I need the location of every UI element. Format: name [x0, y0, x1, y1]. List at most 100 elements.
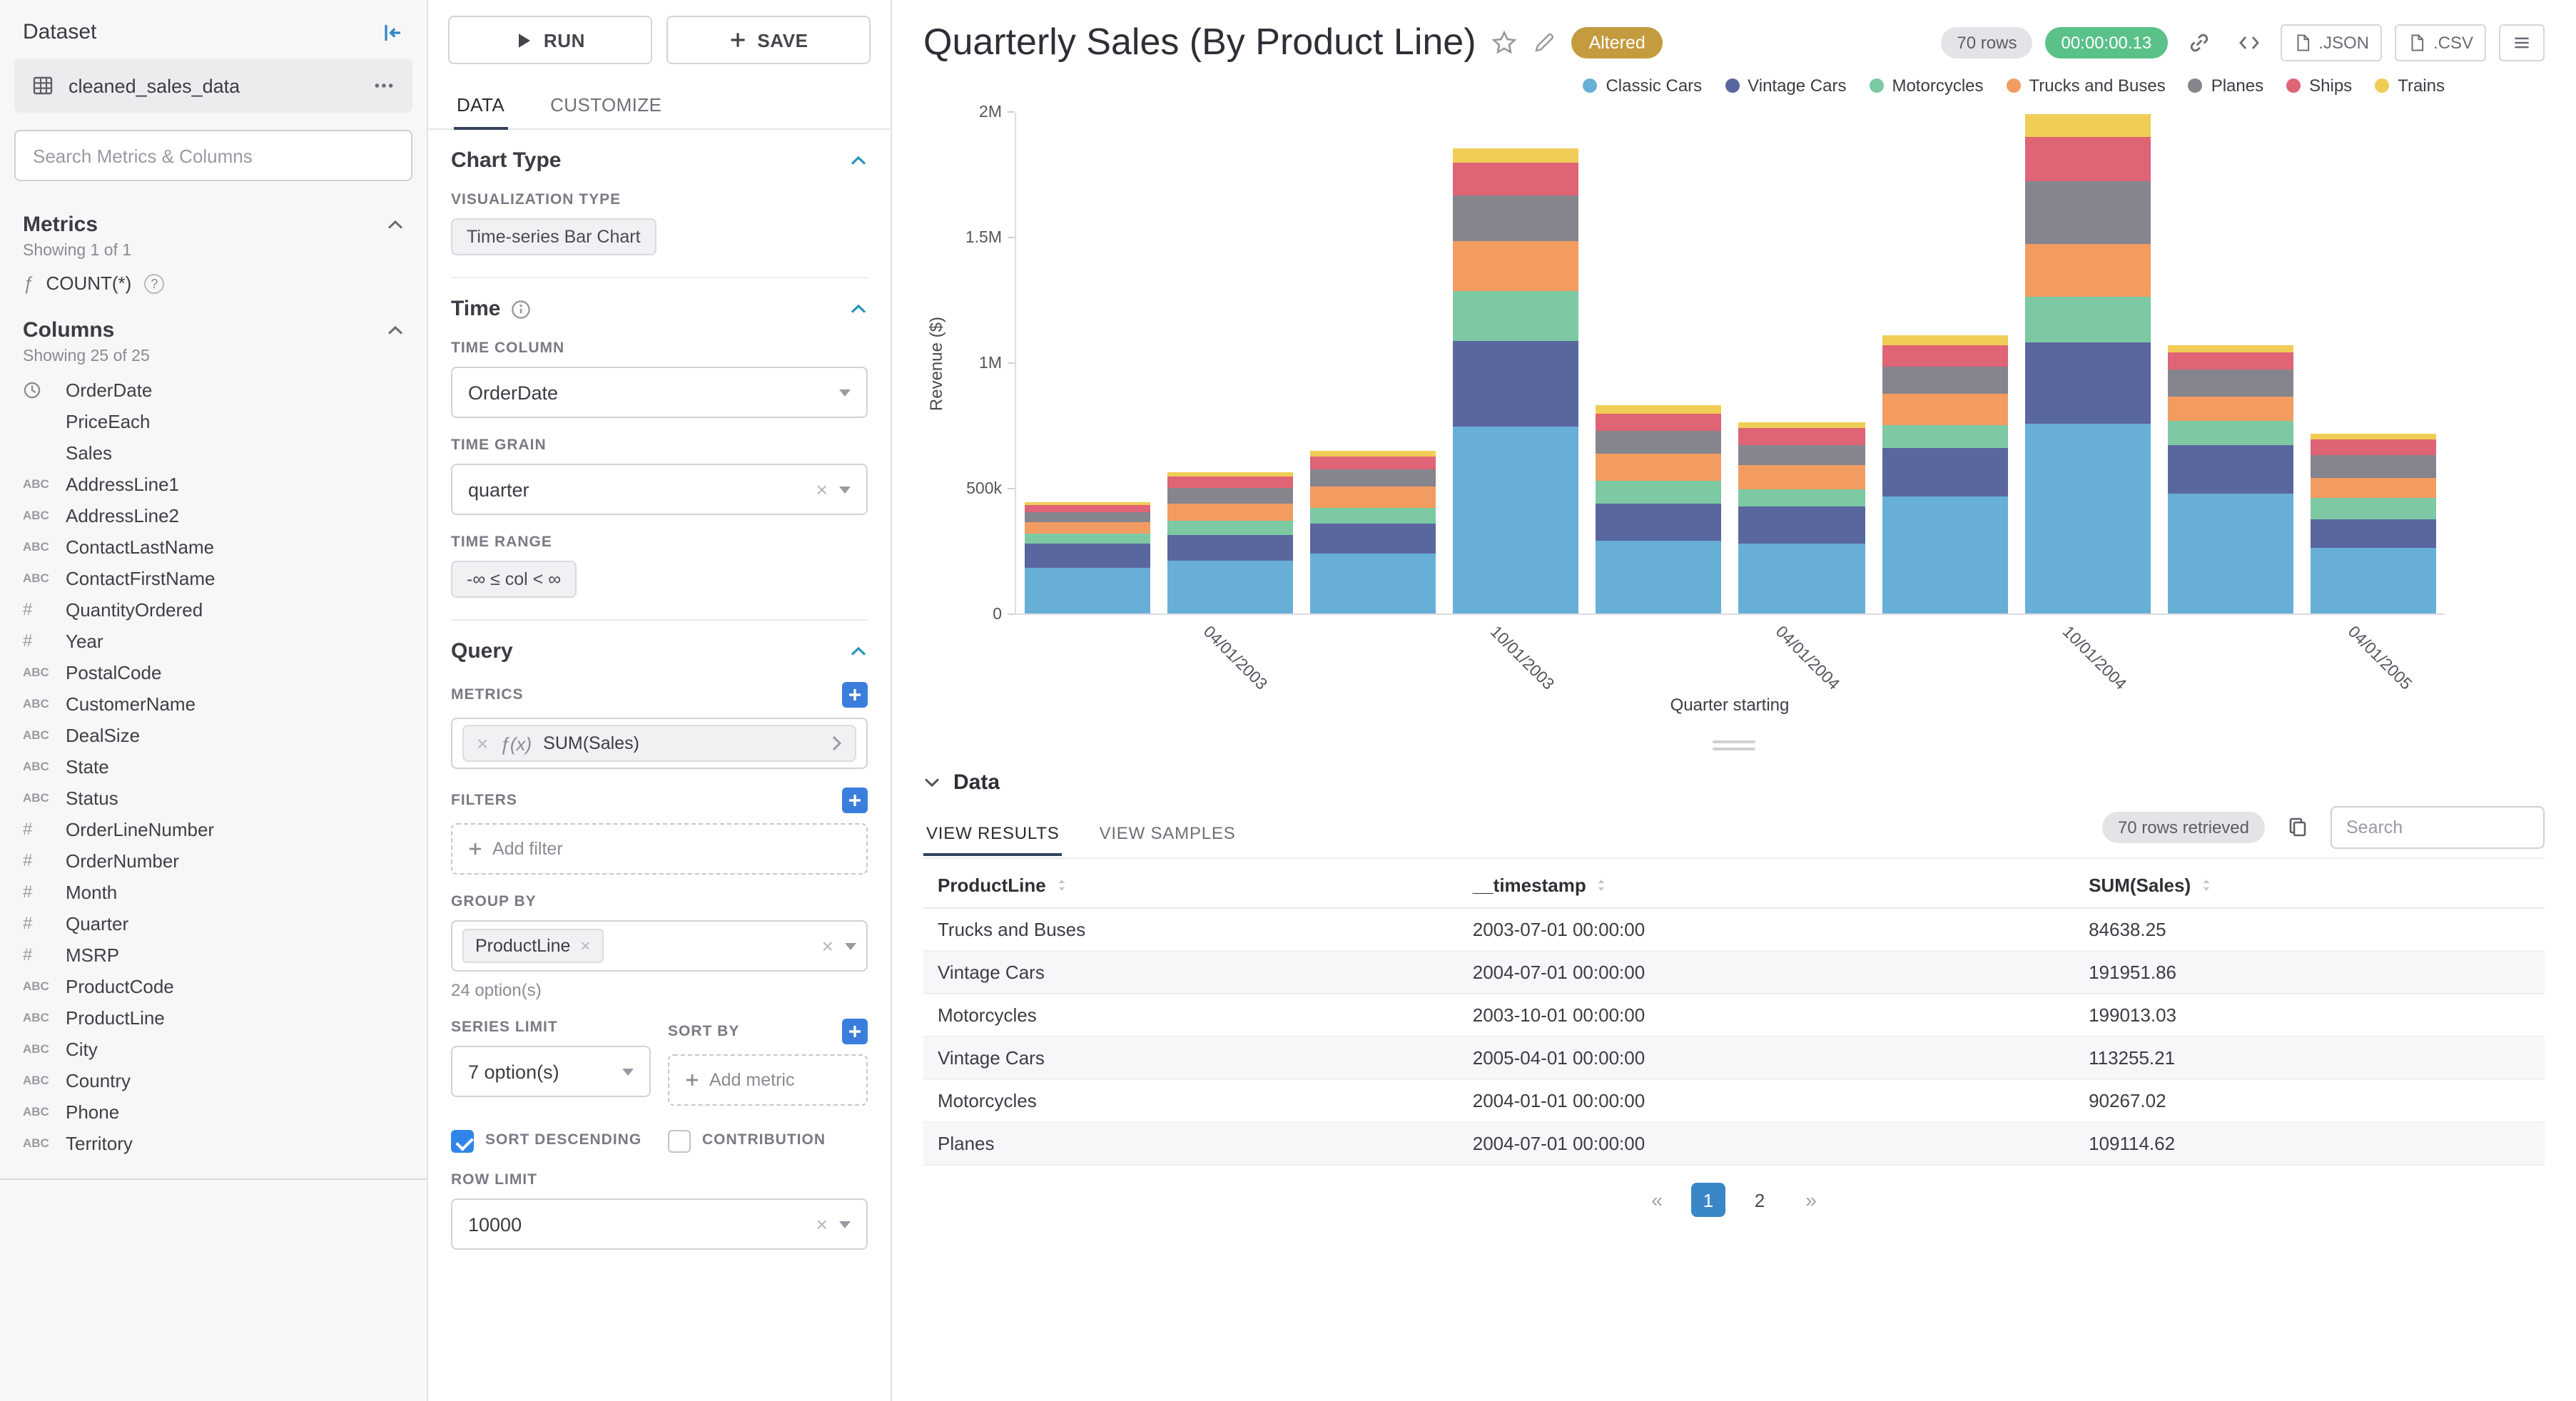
column-item[interactable]: # Year [0, 625, 427, 656]
bar-segment[interactable] [1882, 496, 2008, 613]
export-csv-button[interactable]: .CSV [2394, 24, 2486, 61]
bar-segment[interactable] [2310, 454, 2436, 478]
bar-segment[interactable] [1025, 512, 1151, 522]
legend-item[interactable]: Vintage Cars [1725, 76, 1846, 96]
bar-segment[interactable] [1167, 503, 1294, 521]
run-button[interactable]: RUN [448, 16, 652, 64]
remove-tag-icon[interactable]: × [580, 936, 591, 956]
stacked-bar[interactable] [2167, 113, 2293, 613]
bar-segment[interactable] [1882, 335, 2008, 345]
bar-segment[interactable] [1596, 480, 1722, 504]
bar-segment[interactable] [1453, 163, 1579, 196]
column-item[interactable]: ABC AddressLine1 [0, 468, 427, 499]
tab-data[interactable]: DATA [454, 80, 508, 130]
column-item[interactable]: ABC ContactFirstName [0, 562, 427, 593]
column-item[interactable]: ABC State [0, 750, 427, 782]
bar-segment[interactable] [2024, 181, 2151, 245]
bar-segment[interactable] [1453, 427, 1579, 613]
page-button-2[interactable]: 2 [1754, 1189, 1765, 1211]
column-item[interactable]: ABC City [0, 1033, 427, 1064]
results-search-input[interactable] [2331, 806, 2545, 849]
bar-segment[interactable] [2310, 497, 2436, 519]
remove-metric-icon[interactable]: × [477, 732, 489, 755]
link-icon[interactable] [2180, 24, 2217, 61]
bar-segment[interactable] [1167, 534, 1294, 561]
sort-descending-checkbox[interactable] [451, 1130, 474, 1153]
bar-segment[interactable] [1596, 453, 1722, 481]
stacked-bar[interactable] [1310, 113, 1436, 613]
bar-segment[interactable] [1167, 472, 1294, 477]
bar-segment[interactable] [1167, 521, 1294, 535]
column-item[interactable]: OrderDate [0, 374, 427, 405]
bar-segment[interactable] [2310, 547, 2436, 613]
edit-pencil-icon[interactable] [1533, 31, 1556, 54]
column-item[interactable]: Sales [0, 437, 427, 468]
column-item[interactable]: ABC ContactLastName [0, 531, 427, 562]
chevron-up-icon[interactable] [849, 302, 868, 315]
group-by-tag[interactable]: ProductLine × [462, 929, 604, 963]
bar-segment[interactable] [2167, 352, 2293, 370]
bar-segment[interactable] [1025, 544, 1151, 569]
add-sort-metric-button[interactable] [842, 1019, 868, 1044]
bar-segment[interactable] [1310, 451, 1436, 457]
bar-segment[interactable] [2167, 445, 2293, 494]
legend-item[interactable]: Trucks and Buses [2006, 76, 2166, 96]
bar-segment[interactable] [1738, 465, 1865, 490]
bar-segment[interactable] [1738, 422, 1865, 429]
bar-segment[interactable] [1453, 195, 1579, 241]
bar-segment[interactable] [2024, 136, 2151, 182]
add-filter-dropzone[interactable]: Add filter [451, 823, 868, 875]
stacked-bar[interactable] [1882, 113, 2008, 613]
tab-view-samples[interactable]: VIEW SAMPLES [1099, 822, 1236, 842]
bar-segment[interactable] [1310, 469, 1436, 487]
data-panel-header[interactable]: Data [923, 762, 2545, 798]
stacked-bar[interactable] [1596, 113, 1722, 613]
stacked-bar[interactable] [1025, 113, 1151, 613]
bar-segment[interactable] [1453, 290, 1579, 341]
legend-item[interactable]: Trains [2375, 76, 2445, 96]
legend-item[interactable]: Classic Cars [1583, 76, 1702, 96]
bar-segment[interactable] [2310, 519, 2436, 547]
column-header[interactable]: SUM(Sales) [2074, 862, 2545, 909]
time-range-chip[interactable]: -∞ ≤ col < ∞ [451, 561, 577, 598]
bar-segment[interactable] [2167, 420, 2293, 446]
chevron-up-icon[interactable] [387, 324, 404, 337]
add-filter-button[interactable] [842, 788, 868, 813]
column-item[interactable]: ABC PostalCode [0, 656, 427, 688]
metrics-columns-search-input[interactable] [14, 130, 412, 181]
stacked-bar[interactable] [2024, 113, 2151, 613]
bar-segment[interactable] [2167, 493, 2293, 613]
metric-item[interactable]: ƒ COUNT(*) ? [0, 265, 427, 301]
bar-segment[interactable] [2024, 114, 2151, 137]
bar-segment[interactable] [1882, 345, 2008, 367]
bar-segment[interactable] [1596, 404, 1722, 414]
bar-segment[interactable] [1882, 424, 2008, 449]
column-item[interactable]: ABC Country [0, 1064, 427, 1096]
collapse-panel-icon[interactable] [381, 21, 404, 44]
table-row[interactable]: Motorcycles 2003-10-01 00:00:00 199013.03 [923, 994, 2545, 1037]
save-button[interactable]: SAVE [666, 16, 871, 64]
panel-resize-handle[interactable] [1713, 740, 1755, 750]
contribution-checkbox[interactable] [668, 1130, 691, 1153]
bar-segment[interactable] [1453, 148, 1579, 163]
bar-segment[interactable] [2024, 244, 2151, 297]
bar-segment[interactable] [2167, 397, 2293, 421]
bar-segment[interactable] [2024, 342, 2151, 424]
column-item[interactable]: ABC AddressLine2 [0, 499, 427, 531]
export-json-button[interactable]: .JSON [2280, 24, 2382, 61]
table-row[interactable]: Vintage Cars 2004-07-01 00:00:00 191951.86 [923, 951, 2545, 994]
viz-type-chip[interactable]: Time-series Bar Chart [451, 218, 656, 255]
bar-segment[interactable] [1596, 413, 1722, 431]
column-item[interactable]: # OrderNumber [0, 845, 427, 876]
column-item[interactable]: ABC Territory [0, 1127, 427, 1158]
menu-icon[interactable] [2499, 24, 2545, 61]
bar-segment[interactable] [1738, 543, 1865, 613]
bar-segment[interactable] [2024, 297, 2151, 342]
column-item[interactable]: ABC CustomerName [0, 688, 427, 719]
next-page-button[interactable]: » [1805, 1188, 1817, 1211]
dataset-selector[interactable]: cleaned_sales_data [14, 58, 412, 113]
column-header[interactable]: __timestamp [1458, 862, 2075, 909]
table-row[interactable]: Planes 2004-07-01 00:00:00 109114.62 [923, 1122, 2545, 1166]
bar-segment[interactable] [1167, 561, 1294, 613]
time-grain-select[interactable]: quarter × [451, 464, 868, 515]
